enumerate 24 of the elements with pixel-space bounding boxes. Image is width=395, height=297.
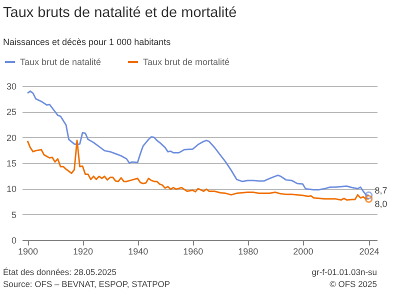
text: État des données: 28.05.2025 bbox=[3, 267, 117, 277]
x-tick-label: 1920 bbox=[73, 246, 94, 256]
source-note: Source: OFS – BEVNAT, ESPOP, STATPOP bbox=[3, 279, 170, 289]
text: © OFS 2025 bbox=[330, 279, 378, 289]
y-tick-label: 0 bbox=[11, 236, 16, 246]
chart-title: Taux bruts de natalité et de mortalité bbox=[3, 5, 237, 21]
data-label: 8,0 bbox=[374, 198, 388, 209]
x-tick-label: 1940 bbox=[128, 246, 148, 256]
y-tick-label: 15 bbox=[6, 158, 16, 168]
x-tick-label: 1960 bbox=[183, 246, 204, 256]
x-tick-label: 1900 bbox=[18, 246, 38, 256]
y-tick-label: 20 bbox=[6, 132, 16, 143]
text: gr-f-01.01.03n-su bbox=[312, 267, 378, 277]
y-tick-label: 5 bbox=[11, 210, 16, 220]
y-tick-label: 30 bbox=[6, 82, 16, 92]
y-tick-label: 10 bbox=[6, 184, 16, 194]
data-label: 8,7 bbox=[374, 185, 388, 196]
legend-label: Taux brut de natalité bbox=[20, 57, 102, 67]
x-tick-label: 1980 bbox=[238, 246, 258, 256]
x-tick-label: 2024 bbox=[359, 246, 380, 256]
x-tick-label: 2000 bbox=[293, 246, 314, 256]
legend-label: Taux brut de mortalité bbox=[143, 57, 230, 67]
chart-subtitle: Naissances et décès pour 1 000 habitants bbox=[3, 37, 172, 47]
y-tick-label: 25 bbox=[6, 107, 16, 118]
